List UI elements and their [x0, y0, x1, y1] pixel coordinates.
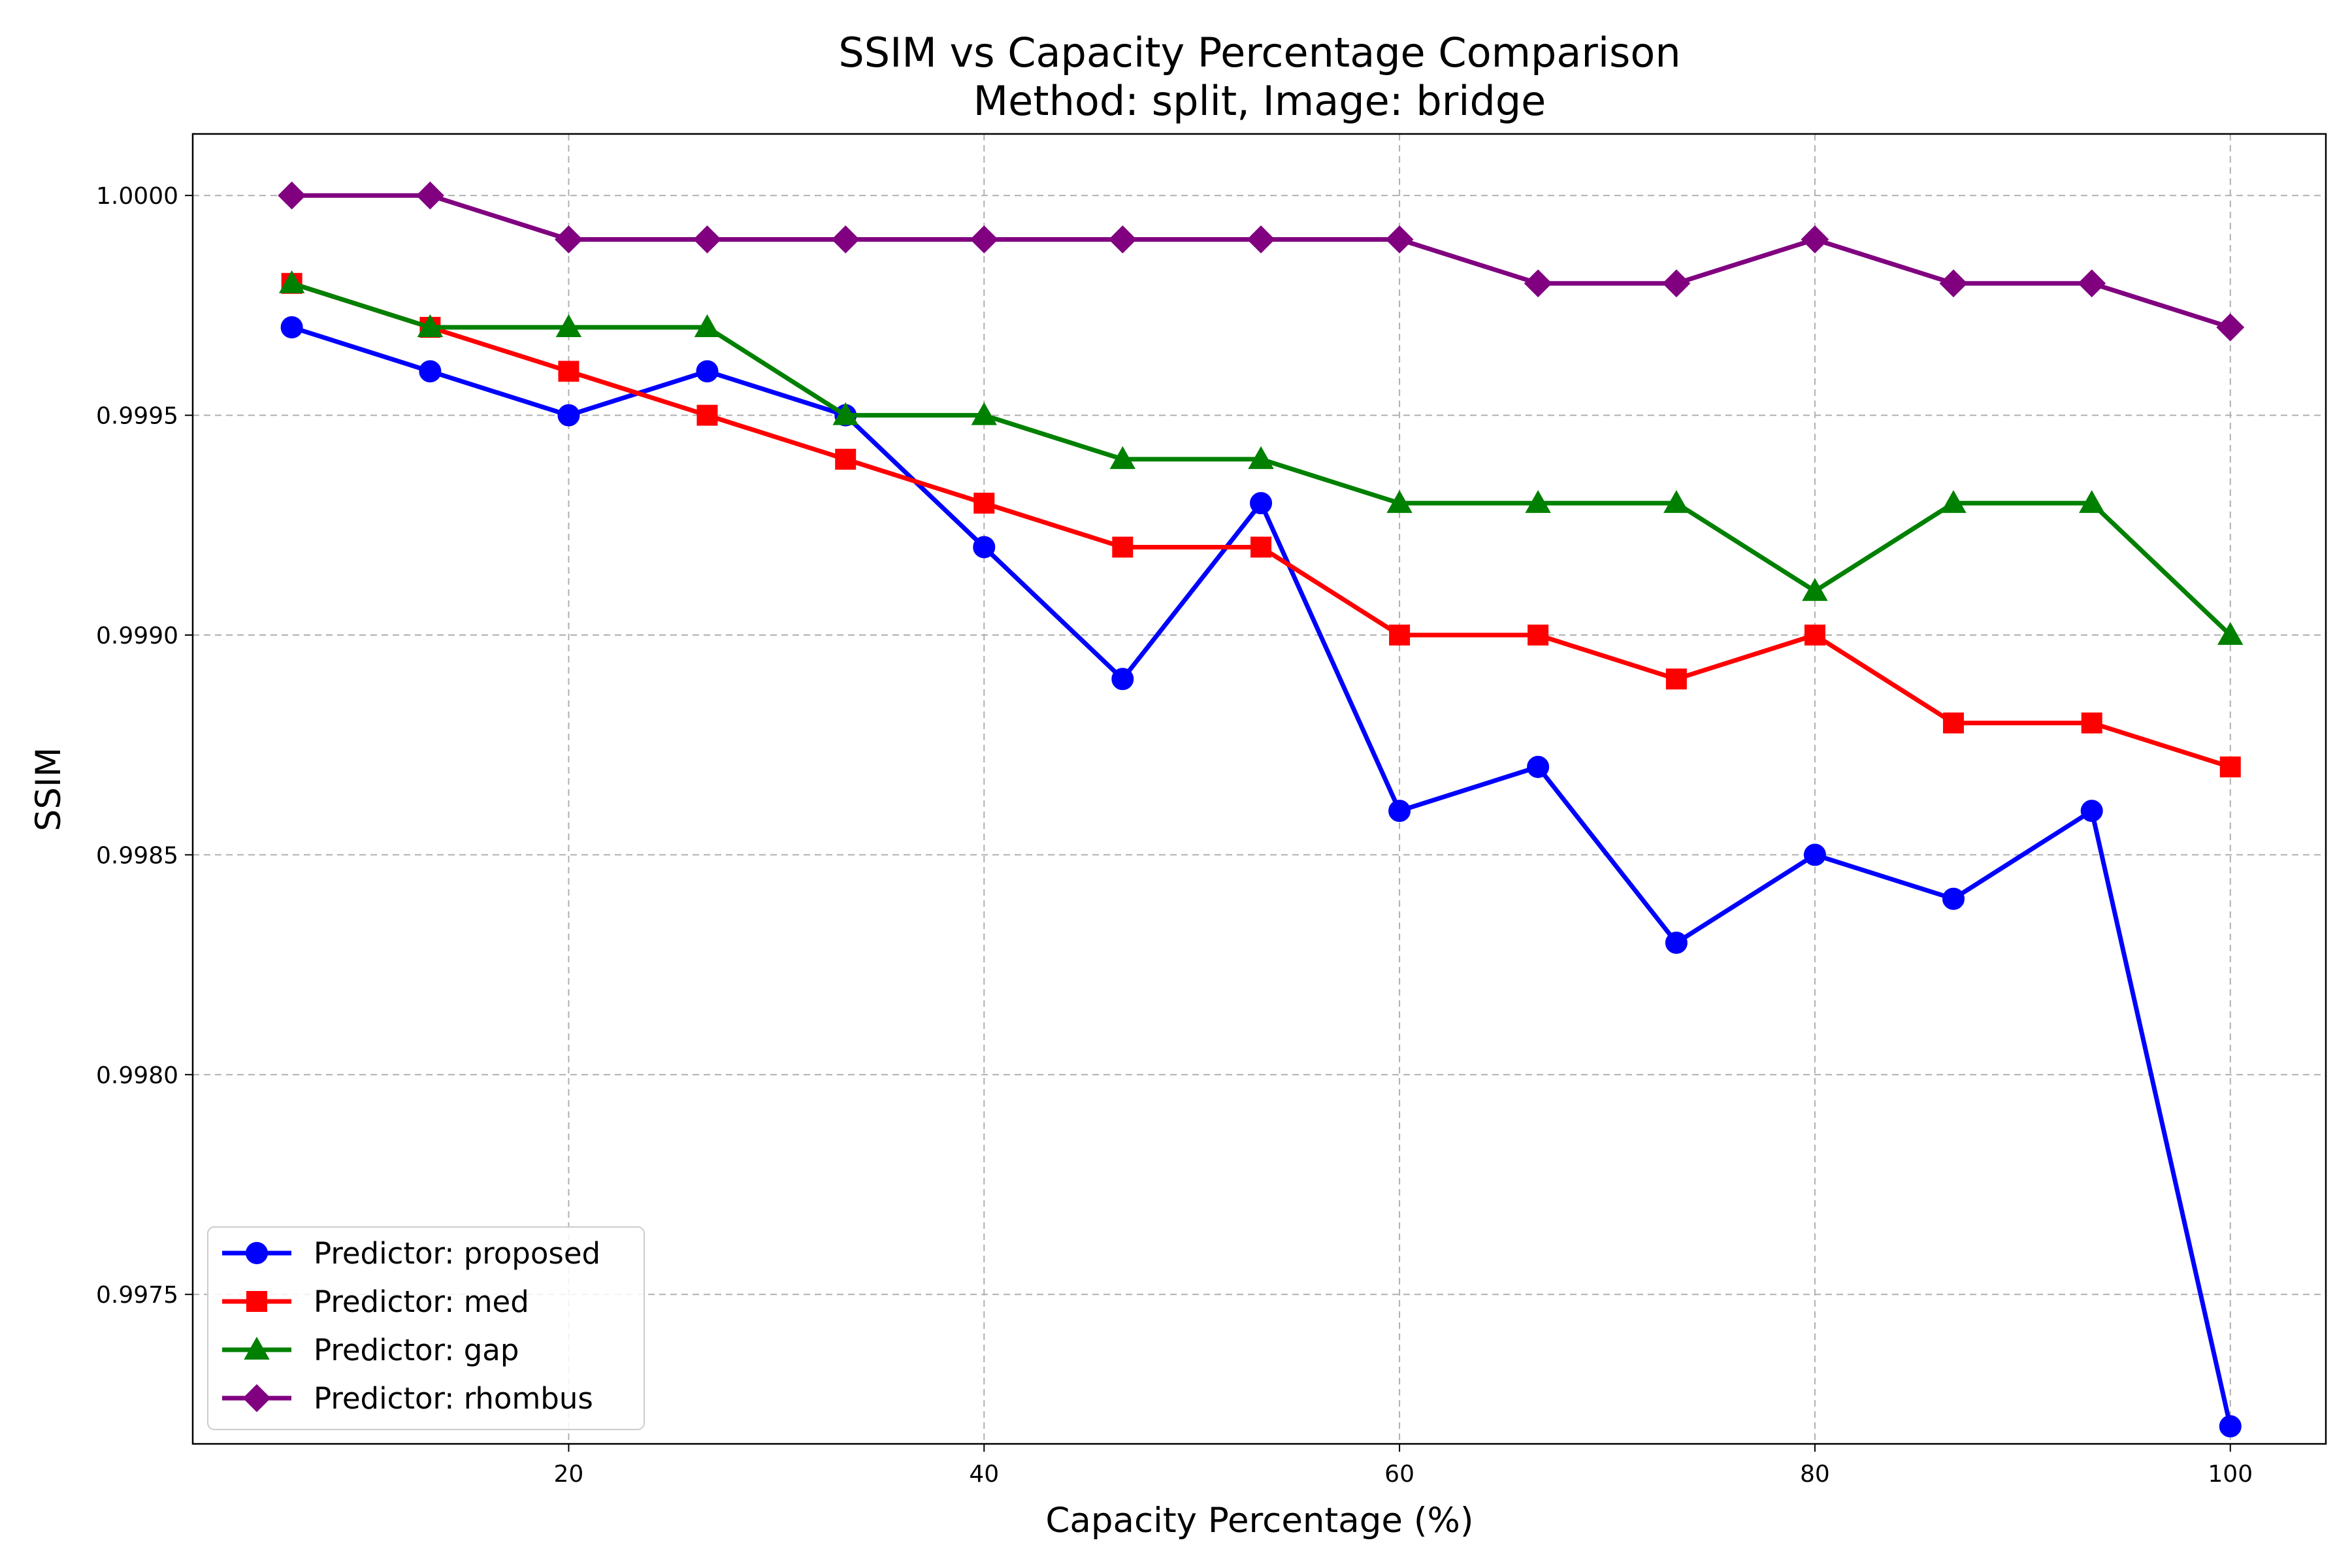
- legend-swatch-marker: [242, 1384, 271, 1413]
- data-point: [1524, 269, 1552, 298]
- chart-title: SSIM vs Capacity Percentage Comparison: [838, 29, 1680, 76]
- x-tick-label: 20: [554, 1461, 584, 1488]
- legend-label: Predictor: proposed: [314, 1236, 600, 1271]
- legend: Predictor: proposed Predictor: med Predict…: [207, 1226, 645, 1430]
- data-point: [831, 225, 860, 253]
- legend-entry: Predictor: gap: [222, 1333, 519, 1367]
- data-point: [555, 225, 583, 253]
- data-point: [1385, 225, 1414, 253]
- chart-subtitle: Method: split, Image: bridge: [973, 77, 1546, 125]
- data-point: [1525, 490, 1551, 514]
- data-point: [1803, 843, 1826, 866]
- data-point: [694, 314, 721, 338]
- data-point: [278, 270, 305, 293]
- axis-ticks: 20 40 60 80 100 0.9975 0.9980 0.9985 0.9990 0.999…: [96, 183, 2253, 1488]
- data-point: [1801, 225, 1829, 253]
- data-point: [417, 314, 444, 338]
- x-tick-label: 40: [969, 1461, 999, 1488]
- y-tick-label: 0.9995: [96, 403, 178, 430]
- data-point: [1939, 269, 1968, 298]
- data-point: [1250, 536, 1272, 558]
- plot-series: [278, 181, 2245, 1438]
- grid-lines: [193, 134, 2326, 1444]
- data-point: [832, 402, 858, 425]
- data-point: [835, 448, 857, 470]
- data-point: [696, 404, 718, 426]
- data-point: [970, 225, 998, 253]
- data-point: [1389, 625, 1411, 646]
- y-tick-label: 0.9975: [96, 1282, 178, 1309]
- data-point: [557, 404, 580, 427]
- data-point: [555, 314, 582, 338]
- data-point: [2078, 490, 2105, 514]
- legend-entry: Predictor: med: [222, 1284, 529, 1319]
- y-tick-label: 0.9980: [96, 1062, 178, 1089]
- data-point: [280, 316, 303, 339]
- legend-label: Predictor: rhombus: [314, 1381, 593, 1416]
- data-point: [693, 225, 721, 253]
- data-point: [2219, 1415, 2242, 1438]
- data-point: [973, 493, 995, 514]
- plot-frame: [191, 133, 2327, 1445]
- data-point: [558, 361, 580, 382]
- legend-label: Predictor: med: [314, 1284, 529, 1319]
- data-point: [1388, 800, 1411, 823]
- data-point: [2080, 800, 2103, 823]
- data-point: [1109, 446, 1136, 469]
- data-point: [1663, 490, 1690, 514]
- x-tick-label: 100: [2208, 1461, 2253, 1488]
- data-point: [1111, 668, 1134, 691]
- data-point: [1942, 887, 1965, 910]
- data-point: [1940, 490, 1967, 514]
- data-point: [1112, 536, 1134, 558]
- legend-swatch-marker: [246, 1242, 268, 1264]
- data-point: [1108, 225, 1137, 253]
- x-tick-label: 60: [1384, 1461, 1414, 1488]
- data-point: [696, 360, 719, 383]
- data-point: [1662, 269, 1691, 298]
- data-point: [1248, 446, 1274, 469]
- data-point: [1386, 490, 1413, 514]
- data-point: [416, 181, 444, 210]
- data-point: [2216, 313, 2245, 342]
- data-point: [1665, 668, 1687, 690]
- legend-entry: Predictor: proposed: [222, 1236, 600, 1271]
- data-point: [2078, 269, 2106, 298]
- y-tick-label: 0.9990: [96, 623, 178, 649]
- legend-label: Predictor: gap: [314, 1333, 519, 1367]
- data-point: [1802, 578, 1828, 601]
- data-point: [1665, 931, 1688, 954]
- y-tick-label: 0.9985: [96, 842, 178, 869]
- legend-box: [207, 1226, 645, 1430]
- data-point: [419, 360, 442, 383]
- data-point: [1250, 492, 1273, 515]
- series-circle: [280, 316, 2242, 1438]
- data-point: [2217, 621, 2244, 645]
- series-triangle: [278, 270, 2244, 645]
- data-point: [1804, 625, 1825, 646]
- series-diamond: [278, 181, 2245, 342]
- data-point: [278, 181, 306, 210]
- data-point: [1527, 755, 1550, 778]
- x-axis-label: Capacity Percentage (%): [1045, 1501, 1473, 1541]
- data-point: [2219, 756, 2241, 777]
- data-point: [2081, 712, 2102, 734]
- y-tick-label: 1.0000: [96, 183, 178, 210]
- legend-swatch-marker: [244, 1336, 270, 1360]
- legend-entry: Predictor: rhombus: [222, 1381, 593, 1416]
- x-tick-label: 80: [1800, 1461, 1830, 1488]
- data-point: [973, 536, 996, 559]
- data-point: [1942, 712, 1964, 734]
- data-point: [1527, 625, 1549, 646]
- data-point: [971, 402, 997, 425]
- data-point: [1247, 225, 1275, 253]
- y-axis-label: SSIM: [29, 747, 69, 832]
- legend-swatch-marker: [246, 1291, 267, 1312]
